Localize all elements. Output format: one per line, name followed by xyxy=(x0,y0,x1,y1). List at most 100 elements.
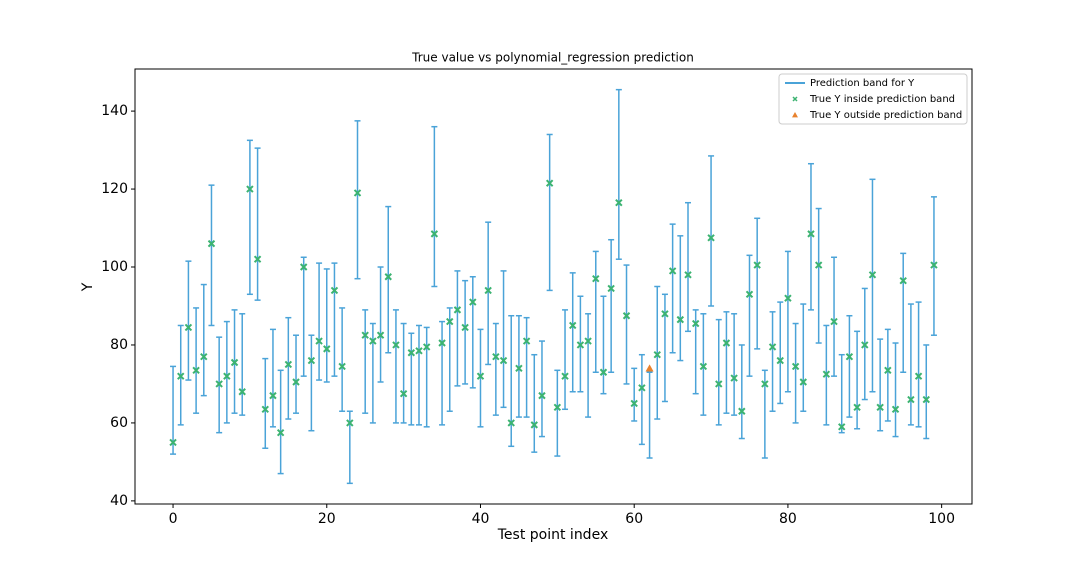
point-inside xyxy=(914,372,923,380)
point-inside xyxy=(545,179,554,187)
point-inside xyxy=(376,331,385,339)
point-inside xyxy=(292,378,300,386)
chart-title: True value vs polynomial_regression pred… xyxy=(411,51,694,65)
point-inside xyxy=(422,343,431,351)
x-tick-label: 20 xyxy=(318,511,336,527)
point-inside xyxy=(615,198,623,207)
point-inside xyxy=(307,356,316,365)
point-inside xyxy=(184,323,193,332)
y-tick-label: 120 xyxy=(101,181,128,197)
y-tick-label: 140 xyxy=(101,103,128,119)
point-inside xyxy=(845,352,854,361)
point-inside xyxy=(499,356,508,365)
point-inside xyxy=(592,274,600,283)
point-inside xyxy=(607,284,615,293)
point-inside xyxy=(530,421,538,429)
point-inside xyxy=(715,380,723,388)
point-outside xyxy=(645,364,654,372)
point-inside xyxy=(561,372,569,380)
point-inside xyxy=(676,315,685,324)
point-inside xyxy=(361,331,369,339)
point-inside xyxy=(791,362,800,371)
point-inside xyxy=(338,362,346,371)
point-inside xyxy=(899,276,907,285)
point-inside xyxy=(699,362,708,371)
point-inside xyxy=(515,364,523,373)
point-inside xyxy=(207,239,216,248)
point-inside xyxy=(453,306,462,314)
point-inside xyxy=(399,389,408,398)
point-inside xyxy=(407,349,416,357)
point-inside xyxy=(461,323,469,332)
point-inside xyxy=(930,261,938,269)
point-inside xyxy=(784,294,792,302)
point-inside xyxy=(238,388,246,396)
x-tick-label: 0 xyxy=(169,511,178,527)
point-inside xyxy=(776,356,784,365)
y-tick-label: 40 xyxy=(110,493,128,509)
x-tick-label: 100 xyxy=(928,511,955,527)
point-inside xyxy=(261,405,269,413)
point-inside xyxy=(284,360,293,369)
point-inside xyxy=(230,358,239,367)
axes-frame xyxy=(134,68,973,505)
legend-box xyxy=(778,73,968,125)
point-inside xyxy=(507,419,515,427)
point-inside xyxy=(438,339,446,347)
x-tick-label: 80 xyxy=(779,511,797,527)
y-tick-label: 80 xyxy=(110,337,128,353)
point-inside xyxy=(177,372,185,380)
point-inside xyxy=(630,399,638,408)
point-inside xyxy=(215,380,223,388)
point-inside xyxy=(476,372,485,380)
y-axis-label: Y xyxy=(80,282,96,292)
point-inside xyxy=(369,337,377,345)
point-inside xyxy=(169,438,177,447)
point-inside xyxy=(891,405,900,413)
point-inside xyxy=(761,380,769,388)
point-inside xyxy=(722,339,731,347)
point-inside xyxy=(469,298,477,306)
point-inside xyxy=(299,263,308,271)
point-inside xyxy=(861,341,869,349)
point-inside xyxy=(553,403,562,412)
point-inside xyxy=(430,230,439,238)
point-inside xyxy=(315,337,323,345)
point-inside xyxy=(392,341,400,349)
point-inside xyxy=(346,419,354,427)
point-inside xyxy=(522,337,531,345)
point-inside xyxy=(853,403,861,412)
y-tick-label: 100 xyxy=(101,259,128,275)
point-inside xyxy=(538,391,546,400)
point-inside xyxy=(876,403,884,412)
point-inside xyxy=(276,428,285,437)
point-inside xyxy=(269,391,277,400)
point-inside xyxy=(822,370,831,378)
point-inside xyxy=(907,395,915,404)
point-inside xyxy=(638,384,646,392)
point-inside xyxy=(415,347,423,355)
point-inside xyxy=(661,310,669,318)
point-inside xyxy=(684,271,692,279)
x-tick-label: 40 xyxy=(472,511,490,527)
point-inside xyxy=(353,189,362,197)
point-inside xyxy=(922,395,930,404)
point-inside xyxy=(569,321,577,330)
y-tick-label: 60 xyxy=(110,415,128,431)
point-inside xyxy=(730,374,738,382)
x-axis-label: Test point index xyxy=(497,527,608,543)
point-inside xyxy=(599,368,608,376)
point-inside xyxy=(584,337,592,345)
point-inside xyxy=(323,345,331,353)
point-inside xyxy=(192,366,200,375)
point-inside xyxy=(691,319,700,328)
point-inside xyxy=(668,267,677,275)
point-inside xyxy=(707,234,715,242)
point-inside xyxy=(830,317,838,326)
legend-key xyxy=(792,112,798,118)
point-inside xyxy=(253,255,262,263)
point-inside xyxy=(738,407,746,415)
point-inside xyxy=(330,286,339,295)
point-inside xyxy=(753,261,761,269)
point-inside xyxy=(492,352,500,361)
